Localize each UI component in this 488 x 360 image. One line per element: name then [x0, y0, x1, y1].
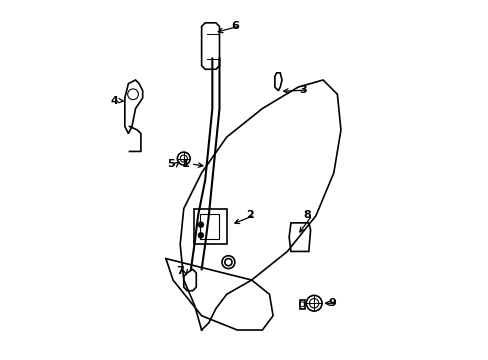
Text: 8: 8: [303, 210, 310, 220]
Text: 9: 9: [327, 298, 335, 308]
Polygon shape: [183, 269, 196, 291]
Text: 5: 5: [167, 159, 175, 169]
Circle shape: [198, 233, 203, 238]
Polygon shape: [288, 223, 310, 251]
Circle shape: [198, 222, 203, 228]
Polygon shape: [201, 23, 219, 69]
Polygon shape: [124, 80, 142, 134]
Text: 7: 7: [176, 266, 183, 276]
Polygon shape: [299, 300, 304, 309]
Text: 3: 3: [299, 85, 306, 95]
Text: 1: 1: [182, 159, 189, 169]
Text: 6: 6: [231, 21, 239, 31]
Bar: [194, 208, 226, 244]
Text: 4: 4: [110, 96, 118, 106]
Bar: [200, 214, 219, 239]
Text: 2: 2: [245, 210, 253, 220]
Polygon shape: [274, 73, 282, 91]
